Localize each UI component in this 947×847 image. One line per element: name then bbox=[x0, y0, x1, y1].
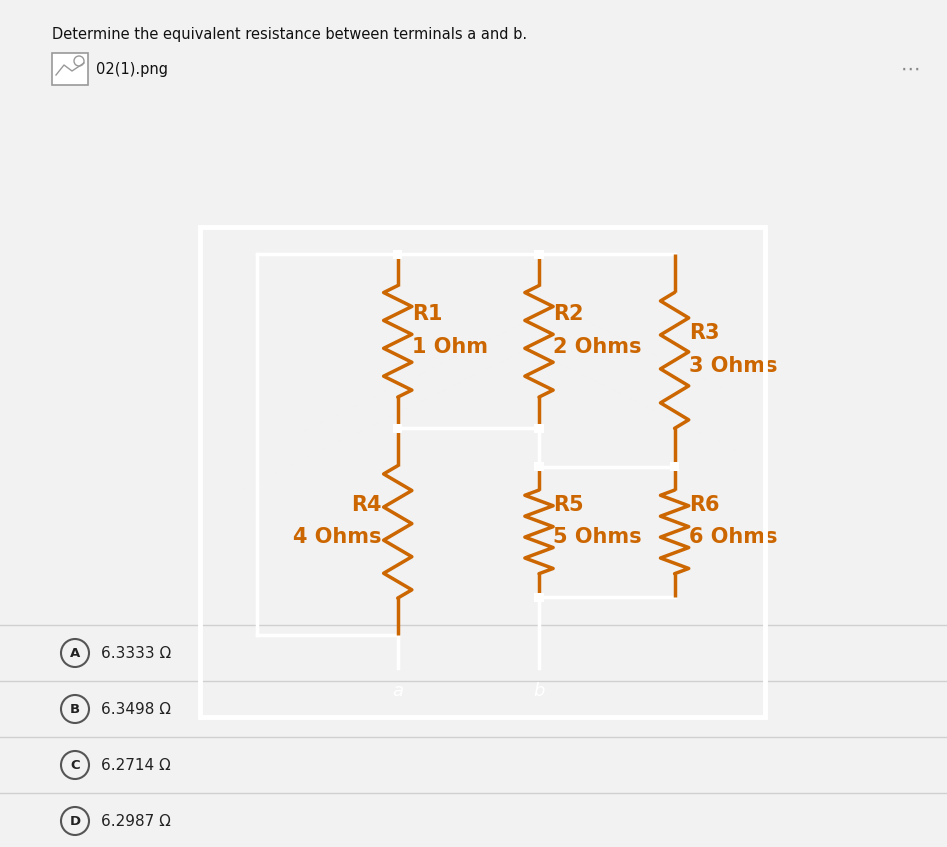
Text: D: D bbox=[69, 815, 80, 828]
Text: ⋯: ⋯ bbox=[901, 59, 920, 79]
Text: 6.3333 Ω: 6.3333 Ω bbox=[101, 645, 171, 661]
Text: R6: R6 bbox=[688, 495, 719, 515]
Text: 6 Ohms: 6 Ohms bbox=[688, 528, 777, 547]
Text: R1: R1 bbox=[412, 304, 442, 324]
Text: a: a bbox=[392, 682, 403, 700]
Text: 5 Ohms: 5 Ohms bbox=[553, 528, 642, 547]
Text: 1 Ohm: 1 Ohm bbox=[412, 337, 488, 357]
Text: R3: R3 bbox=[688, 324, 719, 343]
Text: 6.2987 Ω: 6.2987 Ω bbox=[101, 813, 170, 828]
Bar bbox=[534, 462, 544, 471]
Text: 02(1).png: 02(1).png bbox=[96, 62, 168, 76]
Bar bbox=[534, 593, 544, 601]
Bar bbox=[393, 424, 402, 433]
Text: 6.2714 Ω: 6.2714 Ω bbox=[101, 757, 170, 772]
Text: 6.3498 Ω: 6.3498 Ω bbox=[101, 701, 171, 717]
Text: B: B bbox=[70, 702, 80, 716]
Bar bbox=[534, 250, 544, 258]
Bar bbox=[670, 462, 679, 471]
Text: R2: R2 bbox=[553, 304, 583, 324]
Text: 3 Ohms: 3 Ohms bbox=[688, 356, 777, 376]
Text: A: A bbox=[70, 646, 80, 660]
Bar bbox=[52, 53, 88, 85]
Bar bbox=[534, 424, 544, 433]
Text: R4: R4 bbox=[351, 495, 382, 515]
Text: 4 Ohms: 4 Ohms bbox=[294, 528, 382, 547]
Text: R5: R5 bbox=[553, 495, 583, 515]
Bar bbox=[393, 250, 402, 258]
Text: b: b bbox=[533, 682, 545, 700]
Text: Determine the equivalent resistance between terminals a and b.: Determine the equivalent resistance betw… bbox=[52, 27, 527, 42]
Text: 2 Ohms: 2 Ohms bbox=[553, 337, 642, 357]
Text: C: C bbox=[70, 759, 80, 772]
